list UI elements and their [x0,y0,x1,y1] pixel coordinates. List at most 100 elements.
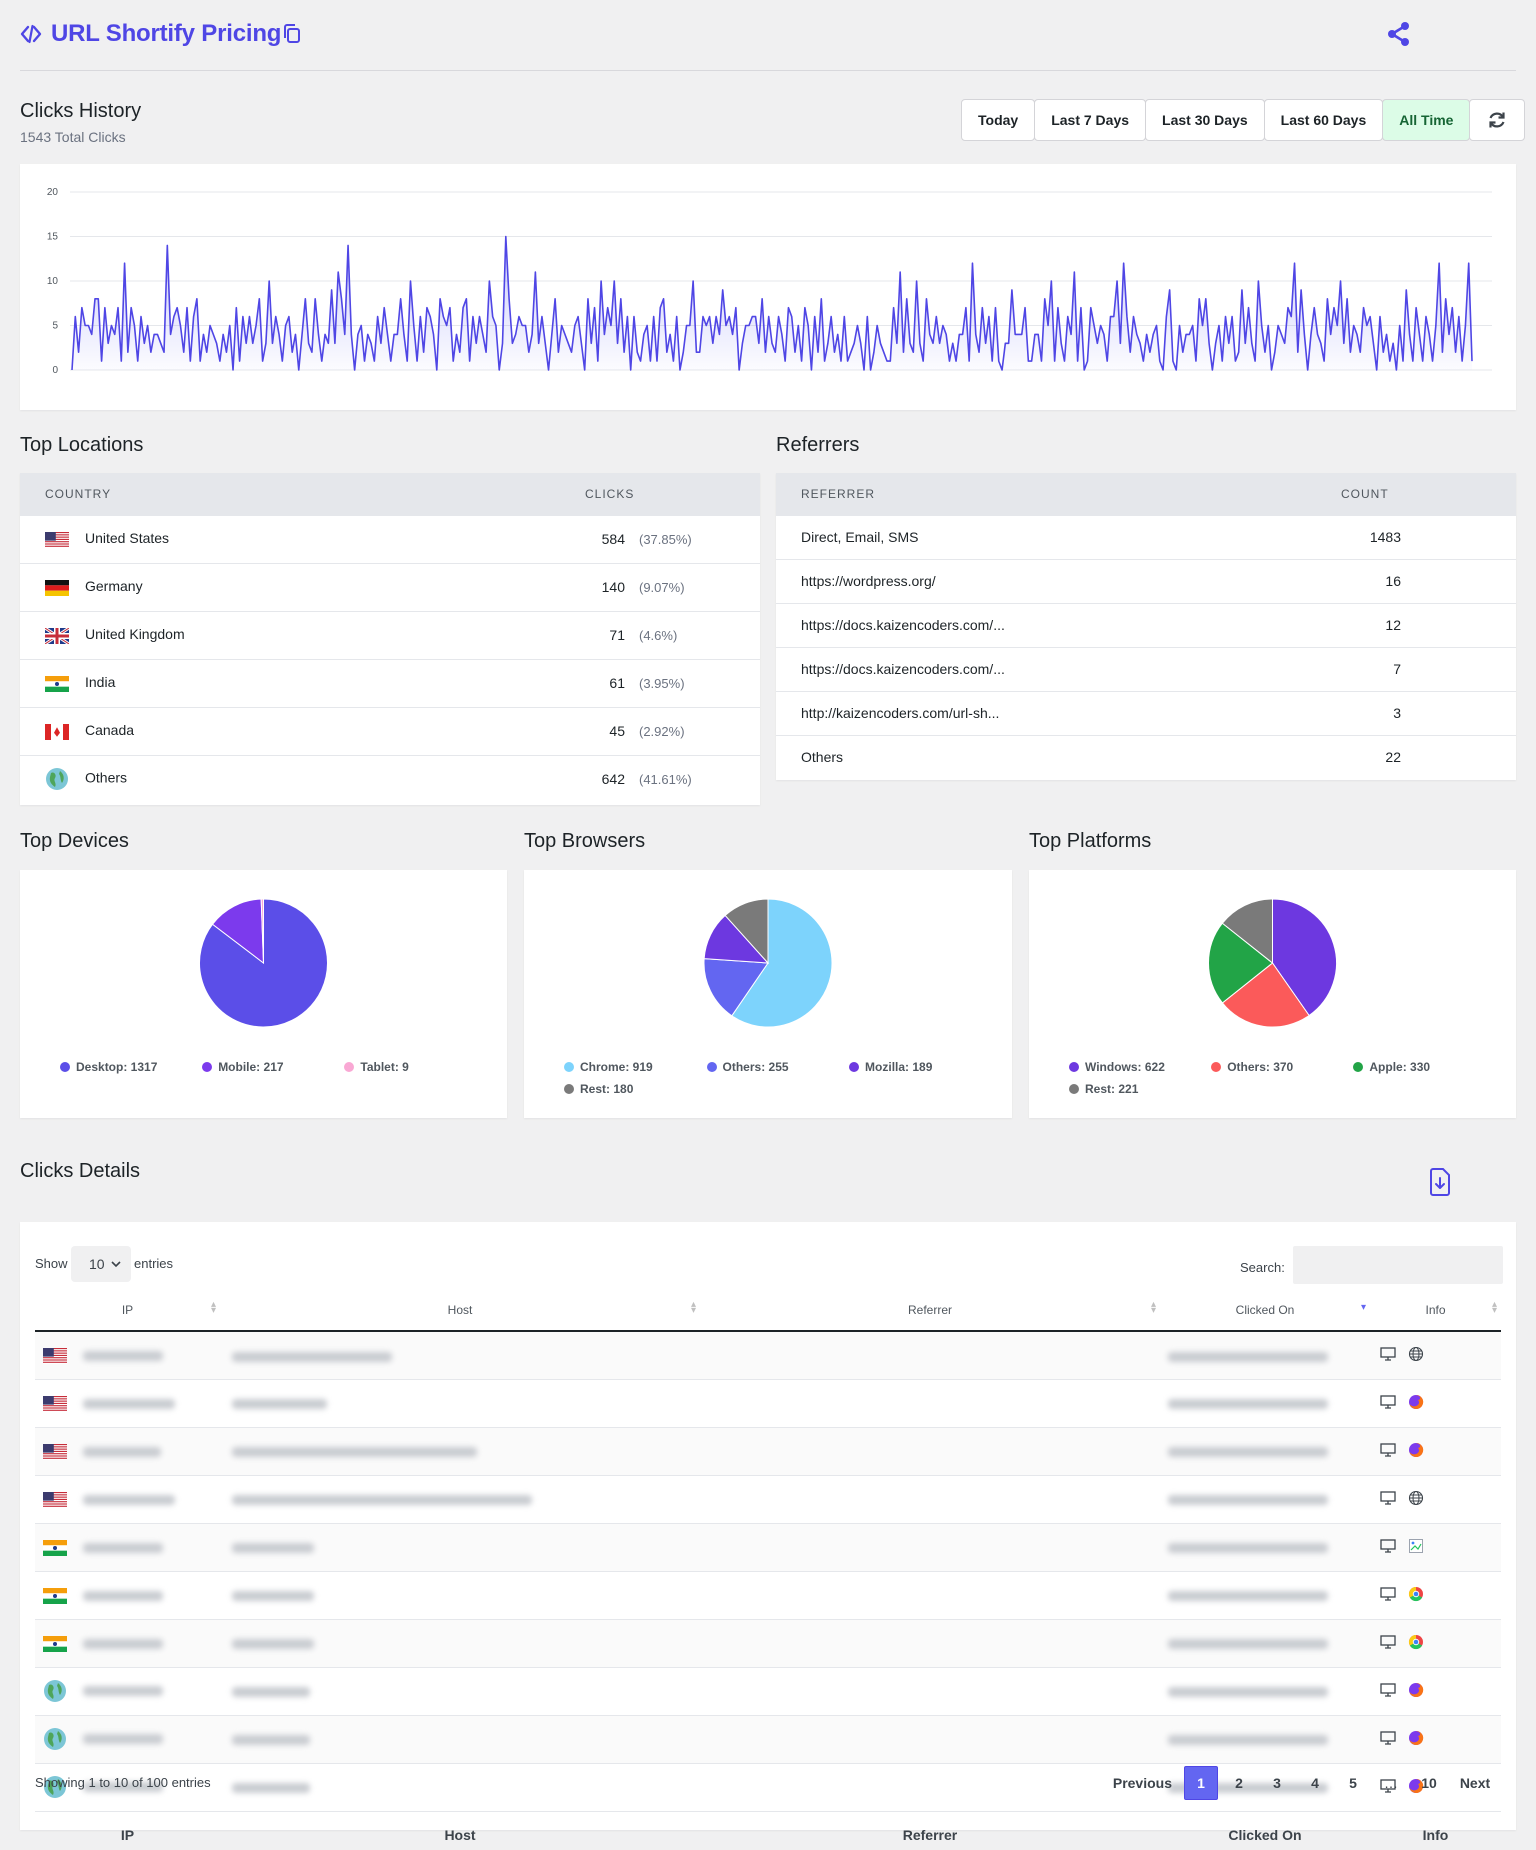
pie-slice[interactable] [703,958,769,1017]
ca-flag-icon [45,722,85,740]
referrers-table-card: REFERRER COUNT Direct, Email, SMS 1483 htt… [776,473,1516,780]
globe-icon [43,1680,83,1702]
range-30-days-button[interactable]: Last 30 Days [1145,99,1265,141]
top-browsers-title: Top Browsers [524,830,646,852]
range-all-time-button[interactable]: All Time [1382,99,1471,141]
browsers-pie-card: Chrome: 919 Others: 255 Mozilla: 189 Rest: … [524,870,1012,1118]
entries-label: entries [134,1256,174,1271]
broken-image-icon [1408,1538,1424,1557]
desktop-icon [1380,1490,1396,1508]
us-flag-icon [43,1490,83,1508]
legend-item[interactable]: Desktop: 1317 [60,1060,202,1074]
referrer-value [700,1378,1160,1427]
pie-slice[interactable] [1208,922,1274,1004]
pie-slice[interactable] [211,898,265,965]
export-csv-icon[interactable] [1428,1168,1452,1196]
pagination-page[interactable]: 10 [1421,1775,1437,1791]
clicks-history-chart: 0 5 10 15 20 [47,187,1492,376]
range-7-days-button[interactable]: Last 7 Days [1034,99,1147,141]
clicks-series-line[interactable] [71,235,1473,371]
location-row: India 61 (3.95%) [20,658,760,707]
clicked-on-value [1168,1639,1328,1650]
refresh-button[interactable] [1469,99,1526,141]
search-input[interactable] [1293,1246,1503,1284]
host-value [232,1351,392,1362]
pie-slice[interactable] [1272,898,1337,1017]
pagination-previous[interactable]: Previous [1112,1775,1172,1791]
location-clicks: 71 [609,627,625,643]
range-today-button[interactable]: Today [961,99,1036,141]
clicked-on-value [1168,1447,1328,1458]
pagination-page[interactable]: 2 [1235,1775,1243,1791]
total-clicks: 1543 Total Clicks [20,129,126,145]
firefox-icon [1408,1778,1424,1797]
col-clicked-on[interactable]: Clicked On ▾ [1160,1289,1370,1332]
col-referrer-details[interactable]: Referrer ▴ ▾ [700,1289,1160,1332]
col-country: COUNTRY [20,473,560,515]
referrer-value [700,1618,1160,1667]
firefox-icon [1408,1442,1424,1461]
table-row [35,1522,1501,1571]
legend-item[interactable]: Mozilla: 189 [849,1060,992,1074]
legend-item[interactable]: Apple: 330 [1353,1060,1495,1074]
legend-item[interactable]: Rest: 180 [564,1082,707,1096]
pagination-page[interactable]: 5 [1349,1775,1357,1791]
browsers-legend: Chrome: 919 Others: 255 Mozilla: 189 Rest: … [564,1060,992,1096]
copy-icon[interactable] [282,23,302,45]
pie-slice[interactable] [731,898,833,1028]
pagination-page[interactable]: 1 [1184,1766,1218,1800]
referrers-title: Referrers [776,434,860,456]
entries-select[interactable]: 10 [71,1246,131,1282]
host-value [232,1735,310,1746]
legend-label: Windows: 622 [1085,1060,1165,1074]
col-host[interactable]: Host ▴ ▾ [220,1289,700,1332]
legend-item[interactable]: Rest: 221 [1069,1082,1211,1096]
us-flag-icon [43,1347,83,1364]
legend-item[interactable]: Chrome: 919 [564,1060,707,1074]
pagination: Previous 1 2 3 4 5 … 10 Next [1111,1766,1494,1800]
referrer-row: https://wordpress.org/16 [776,558,1516,603]
referrer-name: https://docs.kaizencoders.com/... [776,602,1316,647]
pie-slice[interactable] [724,898,769,965]
gb-flag-icon [45,626,85,644]
col-clicks: CLICKS [560,473,760,515]
y-tick-label: 0 [52,365,58,376]
clicked-on-value [1168,1399,1328,1410]
pagination-page[interactable]: 3 [1273,1775,1281,1791]
platforms-pie-card: Windows: 622 Others: 370 Apple: 330 Rest: 2… [1029,870,1516,1118]
col-referrer: REFERRER [776,473,1316,515]
firefox-icon [1408,1682,1424,1701]
legend-item[interactable]: Others: 370 [1211,1060,1353,1074]
location-percent: (3.95%) [639,676,685,691]
page-title: URL Shortify Pricing [51,20,282,47]
pie-slice[interactable] [1221,898,1273,965]
col-ip[interactable]: IP ▴ ▾ [35,1289,220,1332]
referrer-name: Direct, Email, SMS [776,514,1316,559]
de-flag-icon [45,578,85,596]
date-range-group: Today Last 7 Days Last 30 Days Last 60 D… [961,99,1526,141]
table-row [35,1426,1501,1475]
legend-item[interactable]: Tablet: 9 [344,1060,486,1074]
legend-swatch [849,1062,860,1072]
top-locations-title: Top Locations [20,434,144,456]
range-60-days-button[interactable]: Last 60 Days [1263,99,1384,141]
location-clicks: 584 [601,531,625,547]
referrer-count: 3 [1393,705,1401,721]
legend-swatch [344,1062,355,1072]
legend-item[interactable]: Mobile: 217 [202,1060,344,1074]
legend-item[interactable]: Windows: 622 [1069,1060,1211,1074]
pie-slice[interactable] [260,898,264,964]
ip-value [83,1590,163,1601]
col-info[interactable]: Info ▴ ▾ [1370,1289,1501,1332]
clicked-on-value [1168,1591,1328,1602]
share-icon[interactable] [1386,21,1412,47]
legend-label: Chrome: 919 [580,1060,653,1074]
referrer-value [700,1666,1160,1715]
table-row [35,1666,1501,1715]
legend-swatch [564,1084,574,1094]
legend-item[interactable]: Others: 255 [706,1060,850,1074]
location-percent: (2.92%) [639,724,685,739]
pagination-page[interactable]: 4 [1311,1775,1319,1791]
pie-slice[interactable] [1221,962,1310,1028]
pagination-next[interactable]: Next [1459,1775,1491,1791]
